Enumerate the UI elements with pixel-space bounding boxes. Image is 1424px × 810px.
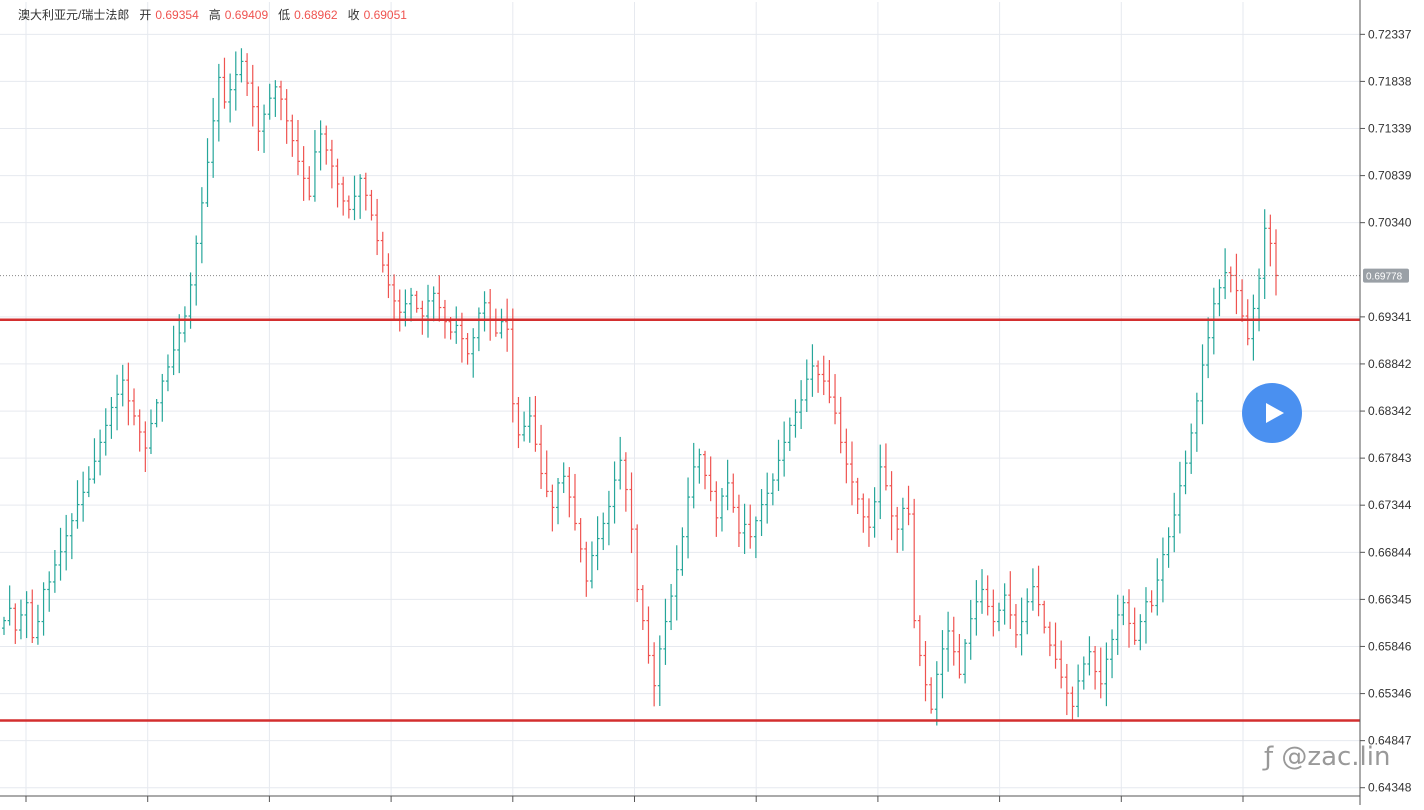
y-tick-label: 0.70839 bbox=[1368, 169, 1412, 183]
grid-lines bbox=[0, 2, 1360, 796]
open-value: 0.69354 bbox=[155, 7, 199, 22]
y-tick-label: 0.66345 bbox=[1368, 592, 1412, 606]
close-value: 0.69051 bbox=[363, 7, 407, 22]
y-tick-label: 0.67843 bbox=[1368, 451, 1412, 465]
current-price-tag bbox=[1363, 268, 1409, 283]
y-tick-label: 0.68842 bbox=[1368, 357, 1412, 371]
y-tick-label: 0.68342 bbox=[1368, 404, 1412, 418]
y-tick-label: 0.64847 bbox=[1368, 734, 1412, 748]
watermark-text: ƒ @zac.lin bbox=[1264, 742, 1391, 772]
y-tick-label: 0.66844 bbox=[1368, 545, 1412, 559]
current-price-label: 0.69778 bbox=[1366, 272, 1403, 283]
horizontal-levels bbox=[0, 275, 1360, 722]
play-icon bbox=[1266, 403, 1284, 423]
low-value: 0.68962 bbox=[294, 7, 338, 22]
play-button[interactable] bbox=[1242, 383, 1302, 443]
ohlc-bars bbox=[2, 48, 1278, 726]
y-tick-label: 0.64348 bbox=[1368, 781, 1412, 795]
high-label: 高 bbox=[208, 8, 221, 22]
y-tick-label: 0.72337 bbox=[1368, 27, 1412, 41]
open-label: 开 bbox=[139, 8, 152, 22]
y-tick-label: 0.71339 bbox=[1368, 121, 1412, 135]
close-label: 收 bbox=[347, 8, 360, 22]
y-tick-label: 0.67344 bbox=[1368, 498, 1412, 512]
y-tick-label: 0.69341 bbox=[1368, 310, 1412, 324]
y-tick-label: 0.71838 bbox=[1368, 74, 1412, 88]
ohlc-legend: 澳大利亚元/瑞士法郎 开 0.69354 高 0.69409 低 0.68962… bbox=[18, 6, 407, 23]
y-tick-label: 0.65846 bbox=[1368, 639, 1412, 653]
high-value: 0.69409 bbox=[224, 7, 269, 22]
y-tick-label: 0.70340 bbox=[1368, 216, 1412, 230]
low-label: 低 bbox=[278, 8, 291, 22]
symbol-name: 澳大利亚元/瑞士法郎 bbox=[18, 8, 130, 22]
y-tick-label: 0.65346 bbox=[1368, 687, 1412, 701]
